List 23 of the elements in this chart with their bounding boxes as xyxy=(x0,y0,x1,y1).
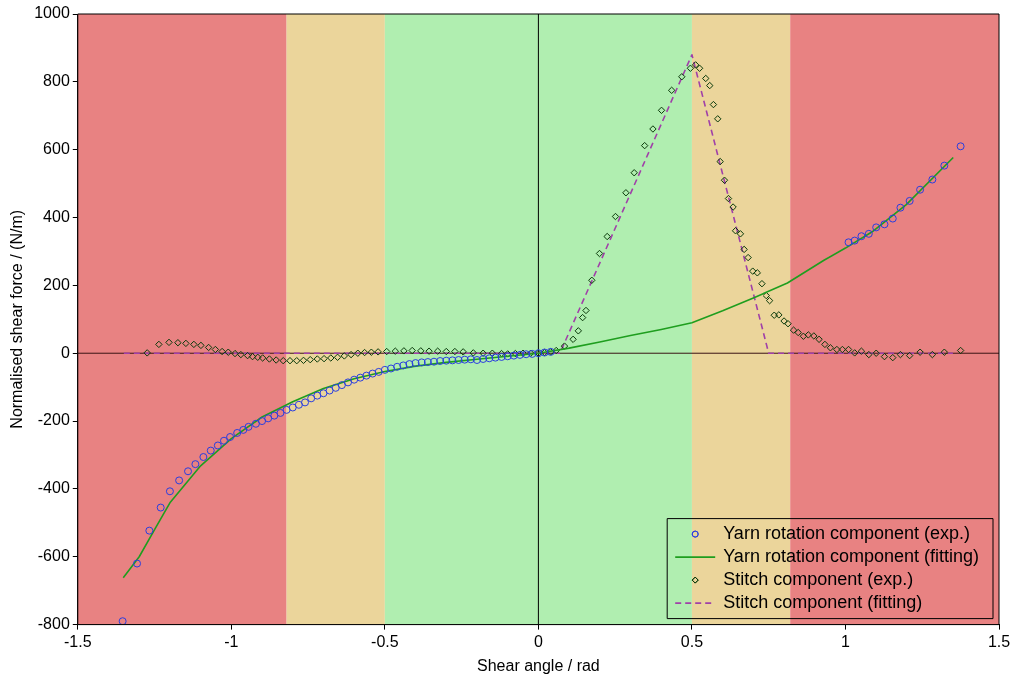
legend-label: Yarn rotation component (fitting) xyxy=(723,546,979,567)
y-tick-label: -600 xyxy=(37,547,70,565)
y-tick-label: -800 xyxy=(37,615,70,633)
x-tick-label: -1.5 xyxy=(64,632,92,650)
x-tick-label: 0.5 xyxy=(680,632,704,650)
x-tick-label: 0 xyxy=(533,632,543,650)
x-tick-label: -1 xyxy=(224,632,239,650)
legend-label: Stitch component (exp.) xyxy=(723,569,914,590)
x-tick-label: 1.5 xyxy=(987,632,1011,650)
legend-label: Yarn rotation component (exp.) xyxy=(723,523,970,544)
x-axis-title: Shear angle / rad xyxy=(477,656,600,674)
y-tick-label: 200 xyxy=(43,275,70,293)
x-tick-label: -0.5 xyxy=(371,632,399,650)
y-axis-title: Normalised shear force / (N/m) xyxy=(8,209,26,429)
y-tick-label: 0 xyxy=(60,343,70,361)
legend-label: Stitch component (fitting) xyxy=(723,592,923,613)
y-tick-label: 1000 xyxy=(34,4,70,22)
y-tick-label: -200 xyxy=(37,411,70,429)
y-tick-label: -400 xyxy=(37,479,70,497)
y-tick-label: 800 xyxy=(43,72,70,90)
x-tick-label: 1 xyxy=(841,632,851,650)
y-tick-label: 400 xyxy=(43,207,70,225)
y-tick-label: 600 xyxy=(43,140,70,158)
